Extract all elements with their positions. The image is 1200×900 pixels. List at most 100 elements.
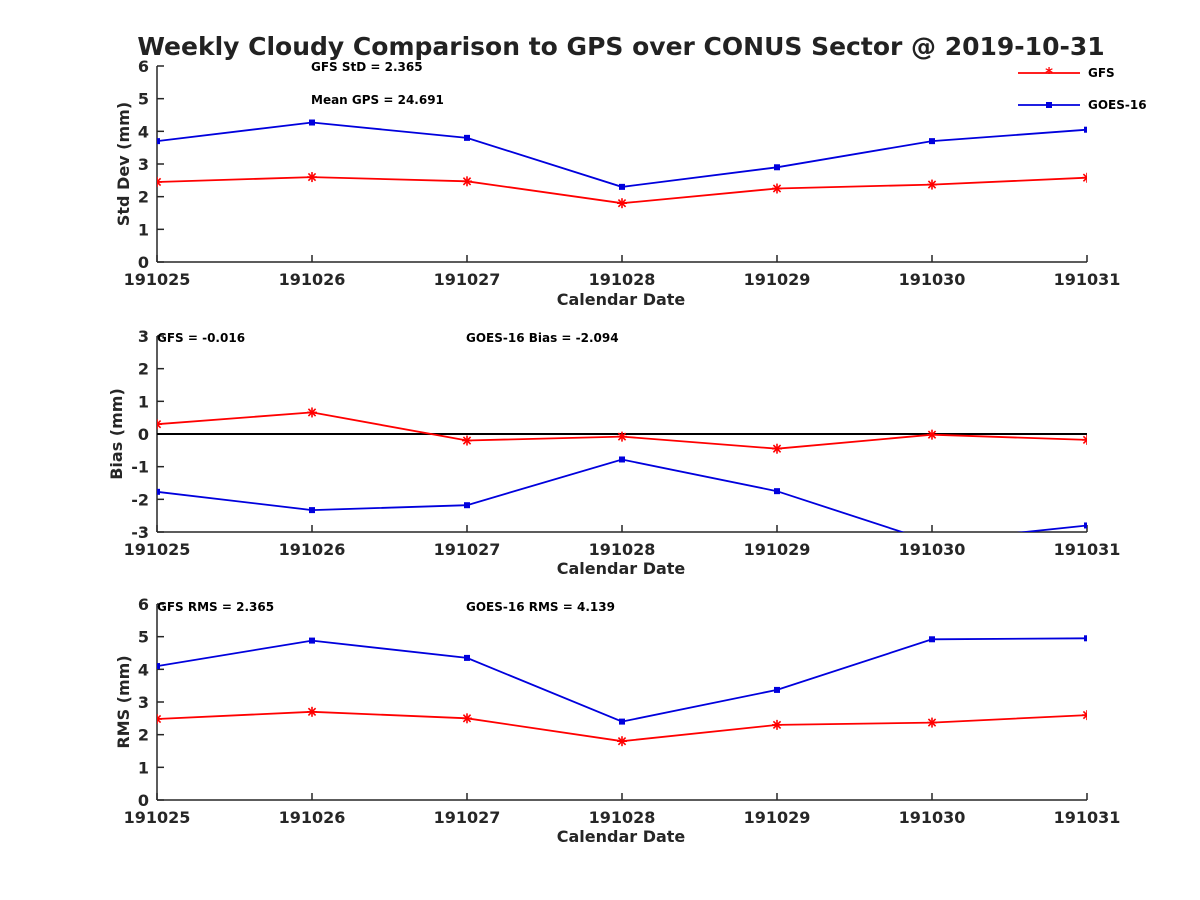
stddev-gfs-point [157,176,162,187]
stddev-x-tick-label: 191027 [434,270,501,289]
stddev-gfs-point [617,198,627,209]
stddev-goes-point [464,134,470,141]
stddev-gfs-point [462,176,472,187]
bias-gfs-point [617,431,627,442]
bias-gfs-point [462,435,472,446]
rms-x-tick-label: 191031 [1054,808,1121,827]
bias-y-tick-label: 3 [138,327,149,346]
rms-x-tick-label: 191027 [434,808,501,827]
rms-goes-annotation: GOES-16 RMS = 4.139 [466,600,615,614]
bias-gfs-point [1082,434,1087,445]
rms-goes-point [309,637,315,644]
bias-y-tick-label: 2 [138,360,149,379]
rms-gfs-point [462,713,472,724]
stddev-y-tick-label: 5 [138,90,149,109]
stddev-x-tick-label: 191028 [589,270,656,289]
stddev-x-tick-label: 191029 [744,270,811,289]
stddev-y-tick-label: 1 [138,220,149,239]
stddev-goes-point [309,119,315,126]
bias-y-tick-label: -3 [131,523,149,542]
rms-axes [156,604,1087,801]
rms-x-tick-label: 191026 [279,808,346,827]
bias-goes-point [774,488,780,495]
rms-gfs-point [772,719,782,730]
stddev-goes-point [929,138,935,145]
rms-y-tick-label: 1 [138,758,149,777]
stddev-y-tick-label: 3 [138,155,149,174]
rms-x-tick-label: 191028 [589,808,656,827]
stddev-y-tick-label: 4 [138,122,149,141]
rms-plot-area [157,635,1087,747]
stddev-x-tick-label: 191030 [899,270,966,289]
stddev-ticks: 0 1 2 3 4 5 6 191025 191026 191027 191028 191029 191… [124,57,1121,289]
stddev-x-tick-label: 191026 [279,270,346,289]
rms-x-tick-label: 191030 [899,808,966,827]
rms-goes-point [464,654,470,661]
bias-gfs-point [772,443,782,454]
rms-gfs-point [307,706,317,717]
rms-xlabel: Calendar Date [557,827,686,846]
bias-gfs-line [157,411,1087,450]
stddev-gfs-point [1082,172,1087,183]
bias-goes-point [309,507,315,514]
bias-gfs-point [157,419,162,430]
bias-goes-point [619,456,625,463]
rms-goes-point [157,663,160,670]
stddev-plot-area [157,119,1087,209]
bias-goes-point [157,488,160,495]
stddev-goes-point [157,138,160,145]
rms-goes-point [774,686,780,693]
rms-goes-point [929,636,935,643]
stddev-y-tick-label: 2 [138,188,149,207]
rms-y-tick-label: 6 [138,595,149,614]
bias-ylabel: Bias (mm) [107,388,126,480]
stddev-mean-gps-annotation: Mean GPS = 24.691 [311,93,444,107]
rms-ticks: 0 1 2 3 4 5 6 191025 191026 191027 191028 191029 191… [124,595,1121,827]
rms-y-tick-label: 5 [138,628,149,647]
bias-y-tick-label: 0 [138,425,149,444]
stddev-panel: 0 1 2 3 4 5 6 191025 191026 191027 191028 191029 191… [114,57,1120,309]
bias-goes-annotation: GOES-16 Bias = -2.094 [466,331,619,345]
stddev-axes [156,66,1087,263]
rms-goes-point [1084,635,1087,642]
bias-x-tick-label: 191026 [279,540,346,559]
rms-ylabel: RMS (mm) [114,655,133,748]
bias-y-tick-label: -2 [131,490,149,509]
figure-title: Weekly Cloudy Comparison to GPS over CON… [137,32,1104,61]
rms-y-tick-label: 4 [138,660,149,679]
bias-gfs-annotation: GFS = -0.016 [157,331,245,345]
rms-goes-line [157,637,1087,723]
stddev-y-tick-label: 6 [138,57,149,76]
stddev-ylabel: Std Dev (mm) [114,102,133,226]
bias-goes-point [1084,522,1087,529]
bias-gfs-point [927,429,937,440]
rms-goes-point [619,718,625,725]
bias-x-tick-label: 191029 [744,540,811,559]
rms-x-tick-label: 191029 [744,808,811,827]
stddev-y-tick-label: 0 [138,253,149,272]
stddev-gfs-point [307,172,317,183]
rms-y-tick-label: 2 [138,726,149,745]
rms-panel: 0 1 2 3 4 5 6 191025 191026 191027 191028 191029 191… [114,595,1120,846]
rms-x-tick-label: 191025 [124,808,191,827]
rms-gfs-point [157,713,162,724]
bias-panel: -3 -2 -1 0 1 2 3 191025 191026 191027 191028 191029… [107,327,1120,578]
bias-x-tick-label: 191031 [1054,540,1121,559]
stddev-goes-point [1084,126,1087,133]
rms-gfs-annotation: GFS RMS = 2.365 [157,600,274,614]
stddev-x-tick-label: 191031 [1054,270,1121,289]
rms-gfs-point [1082,710,1087,721]
bias-goes-point [464,502,470,509]
stddev-goes-point [619,183,625,190]
rms-y-tick-label: 0 [138,791,149,810]
stddev-gfs-point [927,179,937,190]
stddev-goes-point [774,164,780,171]
legend: * GFS GOES-16 [1018,64,1147,112]
bias-x-tick-label: 191025 [124,540,191,559]
rms-y-tick-label: 3 [138,693,149,712]
legend-gfs-marker: * [1045,64,1053,82]
bias-y-tick-label: -1 [131,458,149,477]
bias-y-tick-label: 1 [138,392,149,411]
rms-gfs-point [617,736,627,747]
